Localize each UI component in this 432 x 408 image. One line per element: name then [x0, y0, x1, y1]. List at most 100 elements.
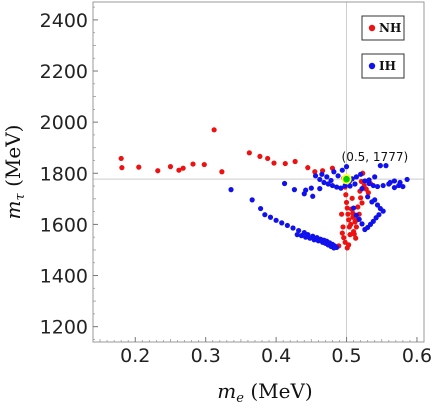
- legend-entry-ih: IH: [361, 53, 405, 79]
- point-ih: [281, 180, 288, 187]
- x-axis-ticks: 0.2 0.3 0.4 0.5 0.6: [99, 337, 432, 367]
- point-ih: [391, 178, 398, 184]
- point-ih: [374, 202, 381, 208]
- point-ih: [317, 176, 323, 183]
- point-nh: [344, 205, 350, 211]
- x-tick-label: 0.2: [120, 345, 150, 367]
- point-nh: [339, 230, 345, 236]
- point-ih: [352, 181, 358, 187]
- point-nh: [118, 155, 124, 162]
- y-tick-label: 2000: [40, 112, 88, 134]
- y-tick-label: 2200: [40, 61, 88, 83]
- point-nh: [176, 167, 182, 173]
- point-ih: [273, 217, 279, 223]
- point-ih: [296, 227, 302, 234]
- point-nh: [292, 158, 298, 165]
- legend-label-nh: NH: [379, 21, 401, 35]
- point-nh: [345, 211, 351, 217]
- x-axis-symbol: m: [217, 379, 236, 403]
- x-tick-label: 0.4: [261, 345, 291, 367]
- point-nh: [358, 195, 364, 201]
- point-nh: [353, 224, 359, 230]
- point-nh: [201, 161, 207, 168]
- point-ih: [329, 182, 336, 189]
- y-axis-subscript: τ: [13, 192, 28, 200]
- point-nh: [282, 160, 288, 167]
- point-ih: [391, 184, 398, 191]
- point-ih: [303, 234, 309, 240]
- point-nh: [347, 232, 353, 238]
- legend-label-ih: IH: [379, 59, 396, 73]
- point-ih: [328, 177, 334, 184]
- y-axis-unit: (MeV): [1, 125, 25, 194]
- point-nh: [190, 161, 196, 167]
- x-axis-title: me (MeV): [217, 379, 312, 406]
- legend-marker-ih: [368, 62, 376, 70]
- point-ih: [319, 171, 325, 177]
- point-nh: [312, 169, 318, 175]
- point-nh: [353, 235, 359, 241]
- point-ih: [303, 187, 309, 193]
- point-ih: [362, 178, 368, 184]
- point-ih: [347, 183, 353, 189]
- plot-border: [92, 1, 425, 343]
- point-nh: [340, 224, 346, 230]
- point-ih: [372, 197, 378, 203]
- point-ih: [324, 174, 330, 180]
- point-ih: [325, 181, 331, 187]
- x-axis-unit: (MeV): [244, 379, 313, 403]
- point-ih: [317, 186, 323, 192]
- x-axis-subscript: e: [236, 391, 244, 406]
- series-ih-points: [228, 163, 410, 251]
- point-ih: [370, 182, 376, 189]
- point-nh: [136, 164, 142, 170]
- point-nh: [265, 155, 271, 162]
- point-nh: [271, 160, 277, 166]
- annotation: (0.5, 1777): [341, 150, 408, 185]
- y-axis-symbol: m: [1, 200, 25, 219]
- point-nh: [348, 221, 354, 228]
- point-nh: [342, 239, 348, 245]
- legend-entry-nh: NH: [361, 15, 405, 41]
- point-ih: [331, 169, 337, 175]
- point-ih: [387, 179, 393, 186]
- point-ih: [350, 205, 357, 211]
- point-ih: [377, 163, 383, 169]
- point-nh: [305, 165, 311, 171]
- point-ih: [380, 208, 386, 214]
- point-nh: [341, 235, 347, 241]
- point-ih: [291, 187, 298, 193]
- point-ih: [335, 173, 341, 179]
- point-ih: [362, 226, 368, 233]
- point-nh: [180, 165, 186, 171]
- y-axis-ticks: 1200 1400 1600 1800 2000 2200 2400: [40, 6, 98, 340]
- point-nh: [211, 127, 217, 133]
- point-ih: [228, 187, 234, 193]
- legend-marker-nh: [368, 24, 376, 32]
- point-ih: [331, 245, 337, 251]
- point-ih: [249, 197, 255, 203]
- point-ih: [372, 174, 378, 180]
- point-ih: [366, 177, 372, 183]
- point-ih: [318, 237, 324, 243]
- point-ih: [404, 176, 410, 183]
- point-nh: [343, 199, 350, 206]
- y-tick-label: 1200: [40, 317, 88, 339]
- point-ih: [383, 163, 389, 169]
- point-ih: [279, 220, 285, 226]
- x-tick-label: 0.3: [191, 345, 221, 367]
- point-nh: [119, 165, 125, 171]
- point-nh: [343, 192, 349, 198]
- point-ih: [359, 221, 365, 227]
- point-ih: [380, 182, 386, 189]
- reference-lines: [93, 2, 424, 342]
- point-ih: [374, 183, 381, 190]
- point-ih: [298, 233, 305, 239]
- point-nh: [349, 195, 355, 201]
- point-nh: [351, 231, 357, 237]
- point-ih: [359, 186, 365, 192]
- y-tick-label: 2400: [40, 10, 88, 32]
- point-ih: [307, 235, 313, 241]
- x-tick-label: 0.5: [331, 345, 361, 367]
